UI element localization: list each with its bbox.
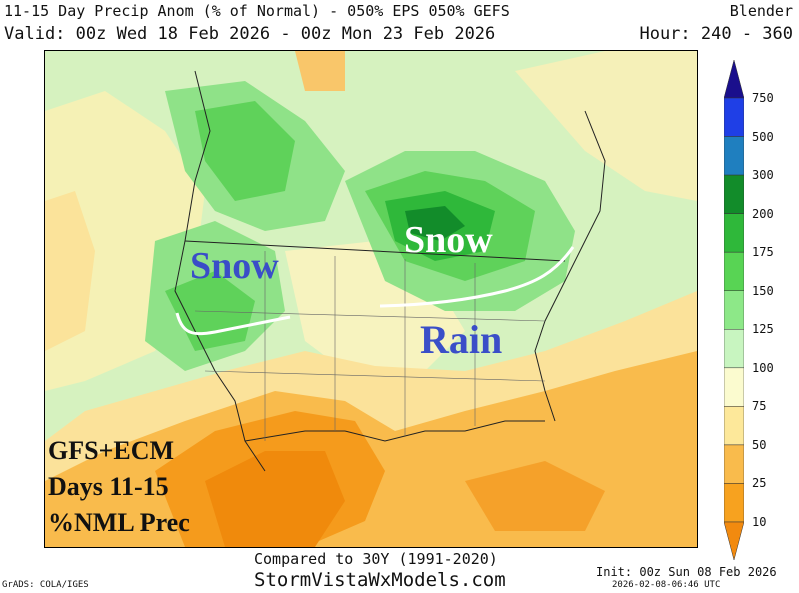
colorbar-tick-label: 50	[752, 437, 767, 452]
arctic-near-normal	[515, 51, 697, 201]
chart-title: 11-15 Day Precip Anom (% of Normal) - 05…	[4, 2, 510, 20]
grads-credit: GrADS: COLA/IGES	[2, 580, 89, 590]
colorbar-cell	[724, 97, 744, 137]
units-label: %NML Prec	[48, 508, 190, 537]
site-name: StormVistaWxModels.com	[254, 569, 506, 591]
north-dry-patch	[295, 51, 345, 91]
colorbar-cell	[724, 406, 744, 446]
valid-period: Valid: 00z Wed 18 Feb 2026 - 00z Mon 23 …	[4, 24, 496, 44]
us-canada-border	[184, 240, 566, 262]
pacific-dry-patch	[45, 191, 95, 351]
forecast-hours: Hour: 240 - 360	[639, 24, 793, 44]
east-coast	[534, 110, 606, 422]
colorbar-cell	[724, 136, 744, 176]
snow-west-label: Snow	[190, 245, 279, 287]
snow-east-label: Snow	[404, 219, 493, 261]
colorbar-tick-label: 25	[752, 476, 767, 491]
colorbar-cell	[724, 251, 744, 291]
colorbar-tick-label: 300	[752, 168, 774, 183]
colorbar-tick-label: 10	[752, 515, 767, 529]
colorbar-cell	[724, 60, 744, 99]
colorbar-cell	[724, 213, 744, 253]
model-label: GFS+ECM	[48, 436, 175, 465]
init-time: Init: 00z Sun 08 Feb 2026	[596, 565, 777, 579]
state-lines	[194, 251, 546, 441]
colorbar-tick-label: 125	[752, 322, 774, 337]
colorbar-tick-label: 150	[752, 283, 774, 298]
precip-anomaly-map	[44, 50, 698, 548]
west-rain-snow-line	[175, 312, 291, 336]
render-stamp: 2026-02-08-06:46 UTC	[612, 580, 721, 590]
ontario-core	[405, 206, 465, 241]
colorbar-tick-label: 200	[752, 206, 774, 221]
caribbean-dry	[465, 461, 605, 531]
blender-label: Blender	[729, 2, 793, 20]
gulf-coast	[344, 420, 545, 442]
colorbar-tick-label: 750	[752, 91, 774, 105]
colorbar-cell	[724, 444, 744, 484]
colorbar-cell	[724, 329, 744, 369]
mexico-driest	[205, 451, 345, 547]
climatology-note: Compared to 30Y (1991-2020)	[254, 550, 498, 568]
colorbar-tick-label: 75	[752, 399, 767, 414]
east-rain-snow-line	[379, 246, 575, 308]
colorbar-tick-label: 100	[752, 360, 774, 375]
colorbar	[724, 60, 744, 560]
colorbar-cell	[724, 521, 744, 560]
rain-label: Rain	[420, 317, 503, 362]
colorbar-cell	[724, 483, 744, 523]
colorbar-cell	[724, 290, 744, 330]
days-label: Days 11-15	[48, 472, 169, 501]
canada-west-wetter	[195, 101, 295, 201]
west-coast	[174, 70, 266, 472]
colorbar-cell	[724, 367, 744, 407]
map-canvas	[45, 51, 697, 547]
colorbar-tick-label: 175	[752, 245, 774, 260]
colorbar-tick-label: 500	[752, 129, 774, 144]
colorbar-cell	[724, 174, 744, 214]
